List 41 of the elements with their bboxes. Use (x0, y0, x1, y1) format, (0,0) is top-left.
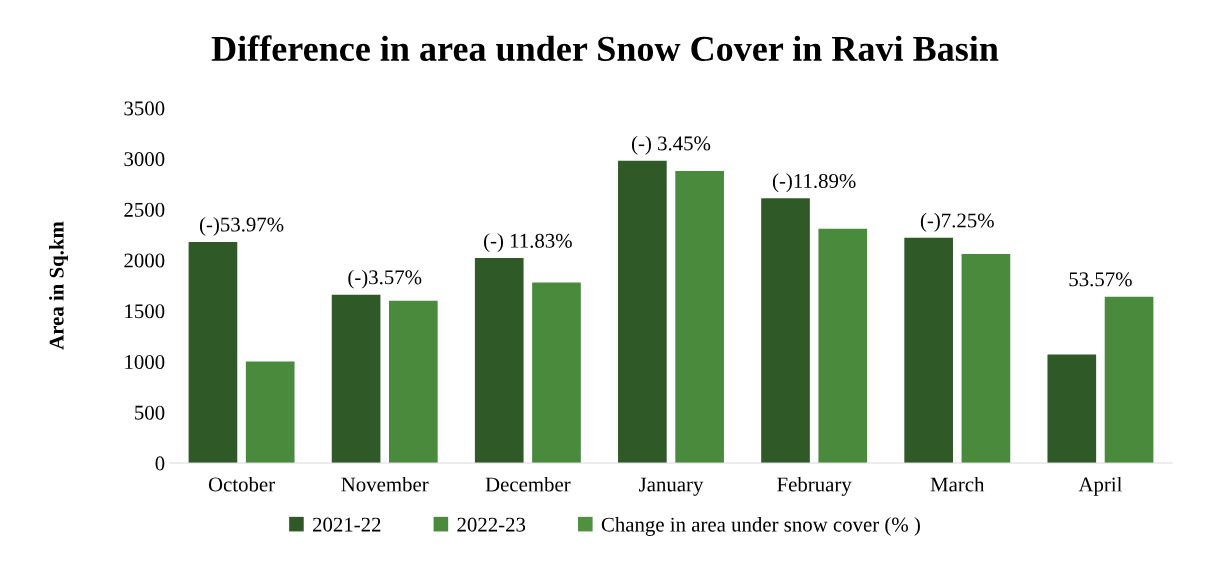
legend-label: 2021-22 (312, 517, 381, 532)
x-tick-label: November (341, 476, 429, 492)
chart-title: Difference in area under Snow Cover in Ravi Basin (211, 35, 999, 62)
bar (245, 361, 295, 463)
y-tick-label: 3500 (124, 101, 165, 116)
bar (1047, 354, 1097, 463)
x-tick-label: April (1078, 476, 1122, 496)
y-axis-title: Area in Sq.km (49, 221, 68, 350)
legend-label: Change in area under snow cover (% ) (601, 516, 920, 536)
x-tick-label: January (639, 477, 704, 496)
x-tick-label: March (930, 476, 985, 492)
bar (331, 294, 381, 463)
y-tick-label: 1000 (125, 354, 165, 369)
bar (389, 300, 438, 463)
bar (761, 198, 810, 463)
bar (961, 254, 1011, 463)
annotation: (-)11.89% (772, 173, 856, 193)
y-tick-label: 3000 (124, 152, 165, 167)
bar (188, 241, 238, 463)
annotation: (-)53.97% (199, 216, 284, 236)
bar (675, 170, 724, 463)
annotation: (-) 11.83% (484, 233, 572, 253)
bar (818, 228, 868, 463)
y-tick-label: 2000 (124, 253, 165, 268)
bar (474, 258, 524, 463)
bar (1104, 296, 1154, 463)
annotation: 53.57% (1069, 272, 1132, 287)
y-tick-label: 1500 (125, 304, 165, 319)
x-tick-label: February (777, 476, 852, 496)
x-tick-label: October (208, 476, 275, 492)
x-tick-label: December (485, 476, 571, 492)
y-tick-label: 0 (155, 456, 165, 471)
y-tick-label: 2500 (124, 202, 165, 217)
annotation: (-) 3.45% (632, 135, 711, 155)
annotation: (-)7.25% (920, 212, 994, 232)
bar (618, 160, 667, 463)
bar (904, 237, 953, 463)
bar (532, 282, 581, 463)
y-tick-label: 500 (135, 405, 165, 420)
annotation: (-)3.57% (348, 269, 422, 289)
legend-label: 2022-23 (457, 517, 526, 532)
